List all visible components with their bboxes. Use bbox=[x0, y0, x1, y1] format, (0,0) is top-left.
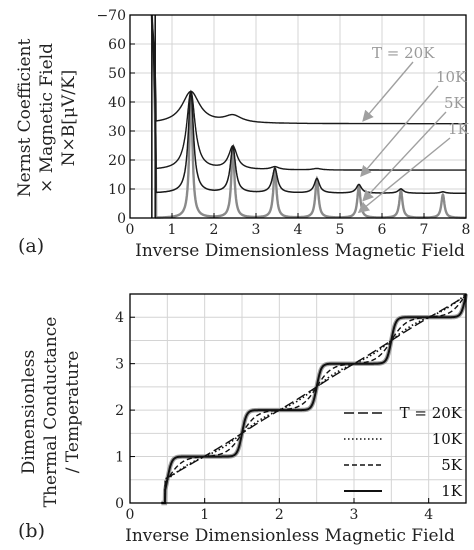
panel-a-ytick-label: 30 bbox=[108, 124, 126, 140]
panel-a: 0 1 2 3 4 5 6 7 8 0 10 20 30 40 50 60 −70 T = 20K 10K 5K… bbox=[15, 8, 470, 261]
panel-a-ytick-label: 60 bbox=[108, 37, 126, 53]
panel-a-series bbox=[150, 14, 466, 219]
panel-b-ylabel-line1: Dimensionless bbox=[19, 350, 39, 475]
panel-b-series bbox=[161, 293, 469, 506]
panel-a-xtick-label: 5 bbox=[336, 222, 345, 238]
panel-a-xtick-label: 2 bbox=[210, 222, 219, 238]
panel-a-ylabel-line3: N×B[μV/K] bbox=[59, 70, 79, 167]
panel-a-series-line bbox=[151, 14, 466, 125]
panel-b-ytick-label: 1 bbox=[115, 450, 124, 466]
panel-a-xtick-label: 8 bbox=[462, 222, 471, 238]
panel-b-xtick-label: 1 bbox=[200, 507, 209, 523]
panel-a-ylabel: Nernst Coefficient × Magnetic Field N×B[… bbox=[15, 39, 79, 198]
annotation-arrow-1k bbox=[357, 137, 451, 214]
panel-b-series-line bbox=[161, 295, 467, 504]
panel-b: 0 1 2 3 4 0 1 2 3 4 T = 20K 10K 5K 1K Dimensionle… bbox=[18, 293, 469, 546]
legend-label-t20k: T = 20K bbox=[400, 404, 463, 422]
panel-a-xlabel: Inverse Dimensionless Magnetic Field bbox=[135, 241, 465, 261]
annotation-1k: 1K bbox=[448, 120, 470, 138]
legend-label-1k: 1K bbox=[441, 482, 463, 500]
legend-label-10k: 10K bbox=[432, 430, 463, 448]
annotation-5k: 5K bbox=[444, 94, 466, 112]
panel-a-xtick-label: 4 bbox=[294, 222, 303, 238]
panel-a-ylabel-line2: × Magnetic Field bbox=[37, 43, 57, 193]
panel-a-xtick-label: 0 bbox=[126, 222, 135, 238]
panel-b-series-line bbox=[161, 293, 467, 504]
panel-a-grid bbox=[130, 15, 466, 218]
panel-b-ytick-label: 2 bbox=[115, 403, 124, 419]
panel-a-ytick-label: 20 bbox=[108, 153, 126, 169]
legend-label-5k: 5K bbox=[441, 456, 463, 474]
annotation-arrow-t20k bbox=[362, 61, 414, 122]
panel-a-xtick-label: 6 bbox=[378, 222, 387, 238]
panel-b-xtick-label: 3 bbox=[350, 507, 359, 523]
panel-a-annotation-arrows bbox=[357, 61, 451, 214]
panel-a-series-line bbox=[151, 14, 466, 195]
panel-b-ytick-label: 0 bbox=[115, 496, 124, 512]
panel-b-ylabel-line2: Thermal Conductance bbox=[41, 317, 61, 508]
panel-a-series-line bbox=[151, 14, 466, 171]
panel-a-ytick-label: 40 bbox=[108, 95, 126, 111]
panel-a-xtick-label: 1 bbox=[168, 222, 177, 238]
panel-a-ytick-label: 10 bbox=[108, 182, 126, 198]
panel-b-legend: T = 20K 10K 5K 1K bbox=[344, 404, 463, 500]
panel-a-ytick-label: 0 bbox=[117, 211, 126, 227]
panel-b-xtick-label: 4 bbox=[424, 507, 433, 523]
panel-b-xtick-label: 2 bbox=[275, 507, 284, 523]
panel-a-series-line bbox=[150, 14, 466, 219]
annotation-t20k: T = 20K bbox=[372, 44, 435, 62]
panel-a-ticks: 0 1 2 3 4 5 6 7 8 0 10 20 30 40 50 60 −70 bbox=[96, 8, 470, 238]
panel-b-ticks: 0 1 2 3 4 0 1 2 3 4 bbox=[115, 310, 433, 523]
panel-b-series-line bbox=[161, 293, 467, 504]
panel-a-xtick-label: 3 bbox=[252, 222, 261, 238]
panel-b-ylabel-line3: / Temperature bbox=[63, 351, 83, 474]
annotation-arrow-10k bbox=[360, 85, 439, 178]
panel-a-label: (a) bbox=[18, 235, 44, 257]
panel-b-frame bbox=[129, 293, 467, 504]
panel-a-xtick-label: 7 bbox=[420, 222, 429, 238]
annotation-10k: 10K bbox=[436, 68, 467, 86]
panel-b-ytick-label: 3 bbox=[115, 357, 124, 373]
panel-a-ylabel-line1: Nernst Coefficient bbox=[15, 39, 35, 198]
panel-a-ytick-label: −70 bbox=[96, 8, 126, 24]
panel-b-xlabel: Inverse Dimensionless Magnetic Field bbox=[125, 526, 455, 546]
panel-b-label: (b) bbox=[18, 520, 45, 542]
panel-b-xtick-label: 0 bbox=[126, 507, 135, 523]
panel-b-ytick-label: 4 bbox=[115, 310, 124, 326]
panel-b-ylabel: Dimensionless Thermal Conductance / Temp… bbox=[19, 317, 83, 508]
annotation-arrow-5k bbox=[362, 111, 447, 202]
panel-a-ytick-label: 50 bbox=[108, 66, 126, 82]
